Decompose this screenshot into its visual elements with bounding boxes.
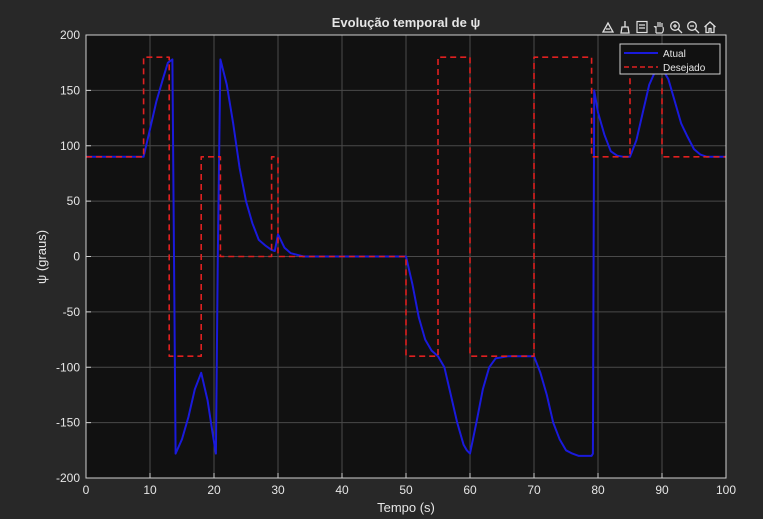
pan-icon[interactable] (651, 18, 667, 36)
legend-icon[interactable] (634, 18, 650, 36)
zoom-in-icon[interactable] (668, 18, 684, 36)
y-tick-label: 150 (60, 83, 80, 97)
x-tick-label: 0 (83, 483, 90, 497)
y-tick-label: 0 (73, 250, 80, 264)
legend-label-atual: Atual (663, 49, 686, 60)
y-tick-label: -50 (63, 305, 81, 319)
y-tick-label: 100 (60, 139, 80, 153)
x-tick-label: 10 (143, 483, 157, 497)
x-tick-label: 90 (655, 483, 669, 497)
plot-area (86, 56, 726, 457)
x-tick-label: 30 (271, 483, 285, 497)
y-tick-label: -200 (56, 471, 80, 485)
x-axis-label: Tempo (s) (377, 500, 435, 515)
x-tick-label: 50 (399, 483, 413, 497)
chart-title: Evolução temporal de ψ (332, 15, 481, 30)
y-axis-label: ψ (graus) (34, 230, 49, 284)
y-tick-label: -100 (56, 360, 80, 374)
export-icon[interactable] (600, 18, 616, 36)
x-tick-label: 40 (335, 483, 349, 497)
x-tick-label: 80 (591, 483, 605, 497)
zoom-out-icon[interactable] (685, 18, 701, 36)
x-tick-label: 60 (463, 483, 477, 497)
y-tick-label: -150 (56, 416, 80, 430)
axes-toolbar (600, 17, 718, 37)
x-tick-label: 20 (207, 483, 221, 497)
brush-icon[interactable] (617, 18, 633, 36)
y-tick-label: 50 (67, 194, 81, 208)
x-tick-label: 70 (527, 483, 541, 497)
series-line-atual (86, 58, 726, 457)
home-icon[interactable] (702, 18, 718, 36)
legend-label-desejado: Desejado (663, 63, 706, 74)
x-tick-label: 100 (716, 483, 736, 497)
y-tick-label: 200 (60, 28, 80, 42)
y-tick-labels: -200 -150 -100 -50 0 50 100 150 200 (56, 28, 91, 485)
legend-box (619, 43, 721, 75)
x-tick-labels: 0 10 20 30 40 50 60 70 80 90 100 (83, 473, 736, 497)
legend[interactable]: Atual Desejado (619, 43, 721, 75)
